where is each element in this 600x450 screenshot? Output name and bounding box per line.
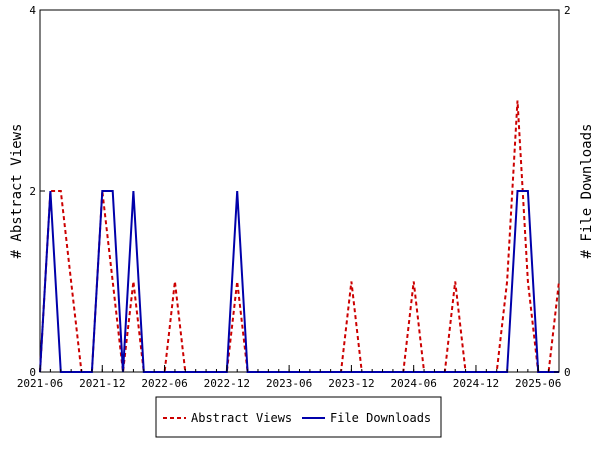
y2-tick-label: 0 [564,366,571,379]
x-tick-label: 2022-12 [204,377,250,390]
y-tick-label: 4 [29,4,36,17]
legend: Abstract Views File Downloads [155,396,442,438]
y2-axis-title: # File Downloads [579,124,595,259]
legend-box [155,396,442,438]
x-tick-label: 2022-06 [141,377,187,390]
y-tick-label: 0 [29,366,36,379]
y2-tick-label: 2 [564,4,571,17]
tick-layer: 2021-06 2021-12 2022-06 2022-12 2023-06 2023-… [17,4,571,390]
x-tick-label: 2023-06 [266,377,312,390]
y-axis-title: # Abstract Views [9,124,25,259]
plot-area [39,9,560,373]
y-tick-label: 2 [29,185,36,198]
x-tick-label: 2024-12 [453,377,499,390]
x-tick-label: 2024-06 [391,377,437,390]
legend-label-abstract-views: Abstract Views [191,411,292,425]
x-tick-label: 2025-06 [515,377,561,390]
legend-label-file-downloads: File Downloads [330,411,431,425]
x-tick-label: 2021-12 [79,377,125,390]
x-tick-label: 2023-12 [328,377,374,390]
x-tick-label: 2021-06 [17,377,63,390]
